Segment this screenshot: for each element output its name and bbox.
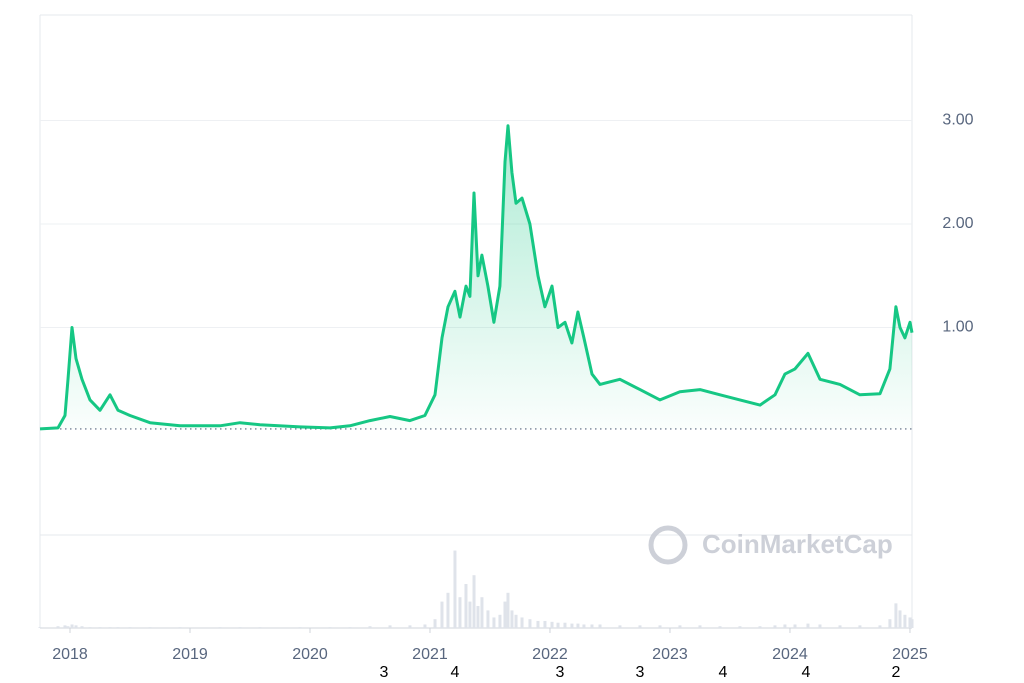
y-tick-label: 3.00 — [942, 112, 973, 129]
footer-label: 4 — [451, 664, 460, 681]
volume-bar — [298, 627, 302, 628]
volume-bar — [582, 624, 586, 628]
volume-bar — [492, 617, 496, 628]
volume-bar — [258, 627, 262, 628]
volume-bar — [576, 623, 580, 628]
volume-bar — [563, 622, 567, 628]
volume-bar — [590, 624, 594, 628]
volume-bar — [80, 626, 84, 628]
volume-bar — [348, 627, 352, 628]
volume-bar — [446, 592, 450, 628]
y-tick-label: 1.00 — [942, 319, 973, 336]
watermark: CoinMarketCap — [648, 525, 893, 565]
volume-bar — [556, 622, 560, 628]
volume-bar — [368, 626, 372, 628]
footer-label: 2 — [892, 664, 901, 681]
volume-bar — [550, 621, 554, 628]
volume-bar — [503, 601, 507, 628]
volume-bar — [514, 614, 518, 628]
footer-label: 4 — [719, 664, 728, 681]
x-tick-label: 2024 — [772, 646, 808, 663]
x-tick-label: 2018 — [52, 646, 88, 663]
volume-bar — [898, 610, 902, 628]
volume-bar — [806, 623, 810, 628]
volume-bar — [116, 627, 120, 628]
volume-bar — [66, 626, 70, 628]
volume-bar — [598, 624, 602, 628]
volume-bar — [38, 627, 42, 628]
volume-bar — [678, 625, 682, 628]
x-tick-label: 2023 — [652, 646, 688, 663]
volume-bar — [838, 625, 842, 628]
volume-bar — [738, 626, 742, 628]
volume-bar — [328, 627, 332, 628]
volume-bar — [638, 625, 642, 628]
volume-bar — [758, 626, 762, 628]
watermark-logo — [648, 525, 688, 565]
price-line — [39, 124, 914, 431]
volume-bar — [908, 617, 912, 628]
volume-bar — [178, 627, 182, 628]
volume-bar — [128, 627, 132, 628]
volume-bar — [74, 625, 78, 628]
volume-bar — [903, 614, 907, 628]
x-tick-label: 2019 — [172, 646, 208, 663]
volume-bar — [878, 625, 882, 628]
volume-bar — [698, 625, 702, 628]
volume-bar — [63, 625, 67, 628]
volume-bar — [148, 627, 152, 628]
volume-bar — [910, 619, 914, 628]
volume-bar — [440, 601, 444, 628]
volume-bar — [453, 550, 457, 628]
volume-bar — [543, 620, 547, 628]
volume-bar — [888, 619, 892, 628]
volume-bar — [498, 614, 502, 628]
volume-bar — [793, 624, 797, 628]
volume-bar — [480, 597, 484, 628]
volume-bar — [56, 626, 60, 628]
volume-bar — [894, 603, 898, 628]
footer-label: 3 — [380, 664, 389, 681]
volume-bar — [88, 627, 92, 628]
volume-bar — [458, 597, 462, 628]
volume-bar — [98, 627, 102, 628]
volume-bar — [218, 627, 222, 628]
volume-bar — [423, 624, 427, 628]
volume-bar — [408, 625, 412, 628]
footer-label: 4 — [802, 664, 811, 681]
volume-bar — [528, 619, 532, 628]
watermark-text: CoinMarketCap — [702, 529, 893, 559]
volume-bar — [536, 620, 540, 628]
area — [40, 125, 912, 429]
volume-bar — [570, 623, 574, 628]
volume-bar — [433, 619, 437, 628]
volume-bar — [658, 625, 662, 628]
x-tick-label: 2020 — [292, 646, 328, 663]
footer-label: 3 — [636, 664, 645, 681]
volume-bar — [506, 592, 510, 628]
volume-bar — [858, 625, 862, 628]
volume-bar — [70, 624, 74, 628]
volume-bar — [388, 625, 392, 628]
volume-bar — [783, 624, 787, 628]
volume-bar — [520, 617, 524, 628]
volume-bar — [464, 584, 468, 628]
x-tick-label: 2025 — [892, 646, 928, 663]
volume-bar — [238, 627, 242, 628]
volume-bar — [773, 625, 777, 628]
y-tick-label: 2.00 — [942, 215, 973, 232]
volume-bar — [108, 627, 112, 628]
x-tick-label: 2022 — [532, 646, 568, 663]
volume-bar — [510, 610, 514, 628]
volume-bar — [818, 624, 822, 628]
volume-bar — [486, 610, 490, 628]
footer-label: 3 — [556, 664, 565, 681]
volume-bar — [476, 606, 480, 628]
volume-bar — [468, 601, 472, 628]
volume-bar — [618, 625, 622, 628]
volume-bar — [718, 626, 722, 628]
x-tick-label: 2021 — [412, 646, 448, 663]
volume-bar — [472, 575, 476, 628]
